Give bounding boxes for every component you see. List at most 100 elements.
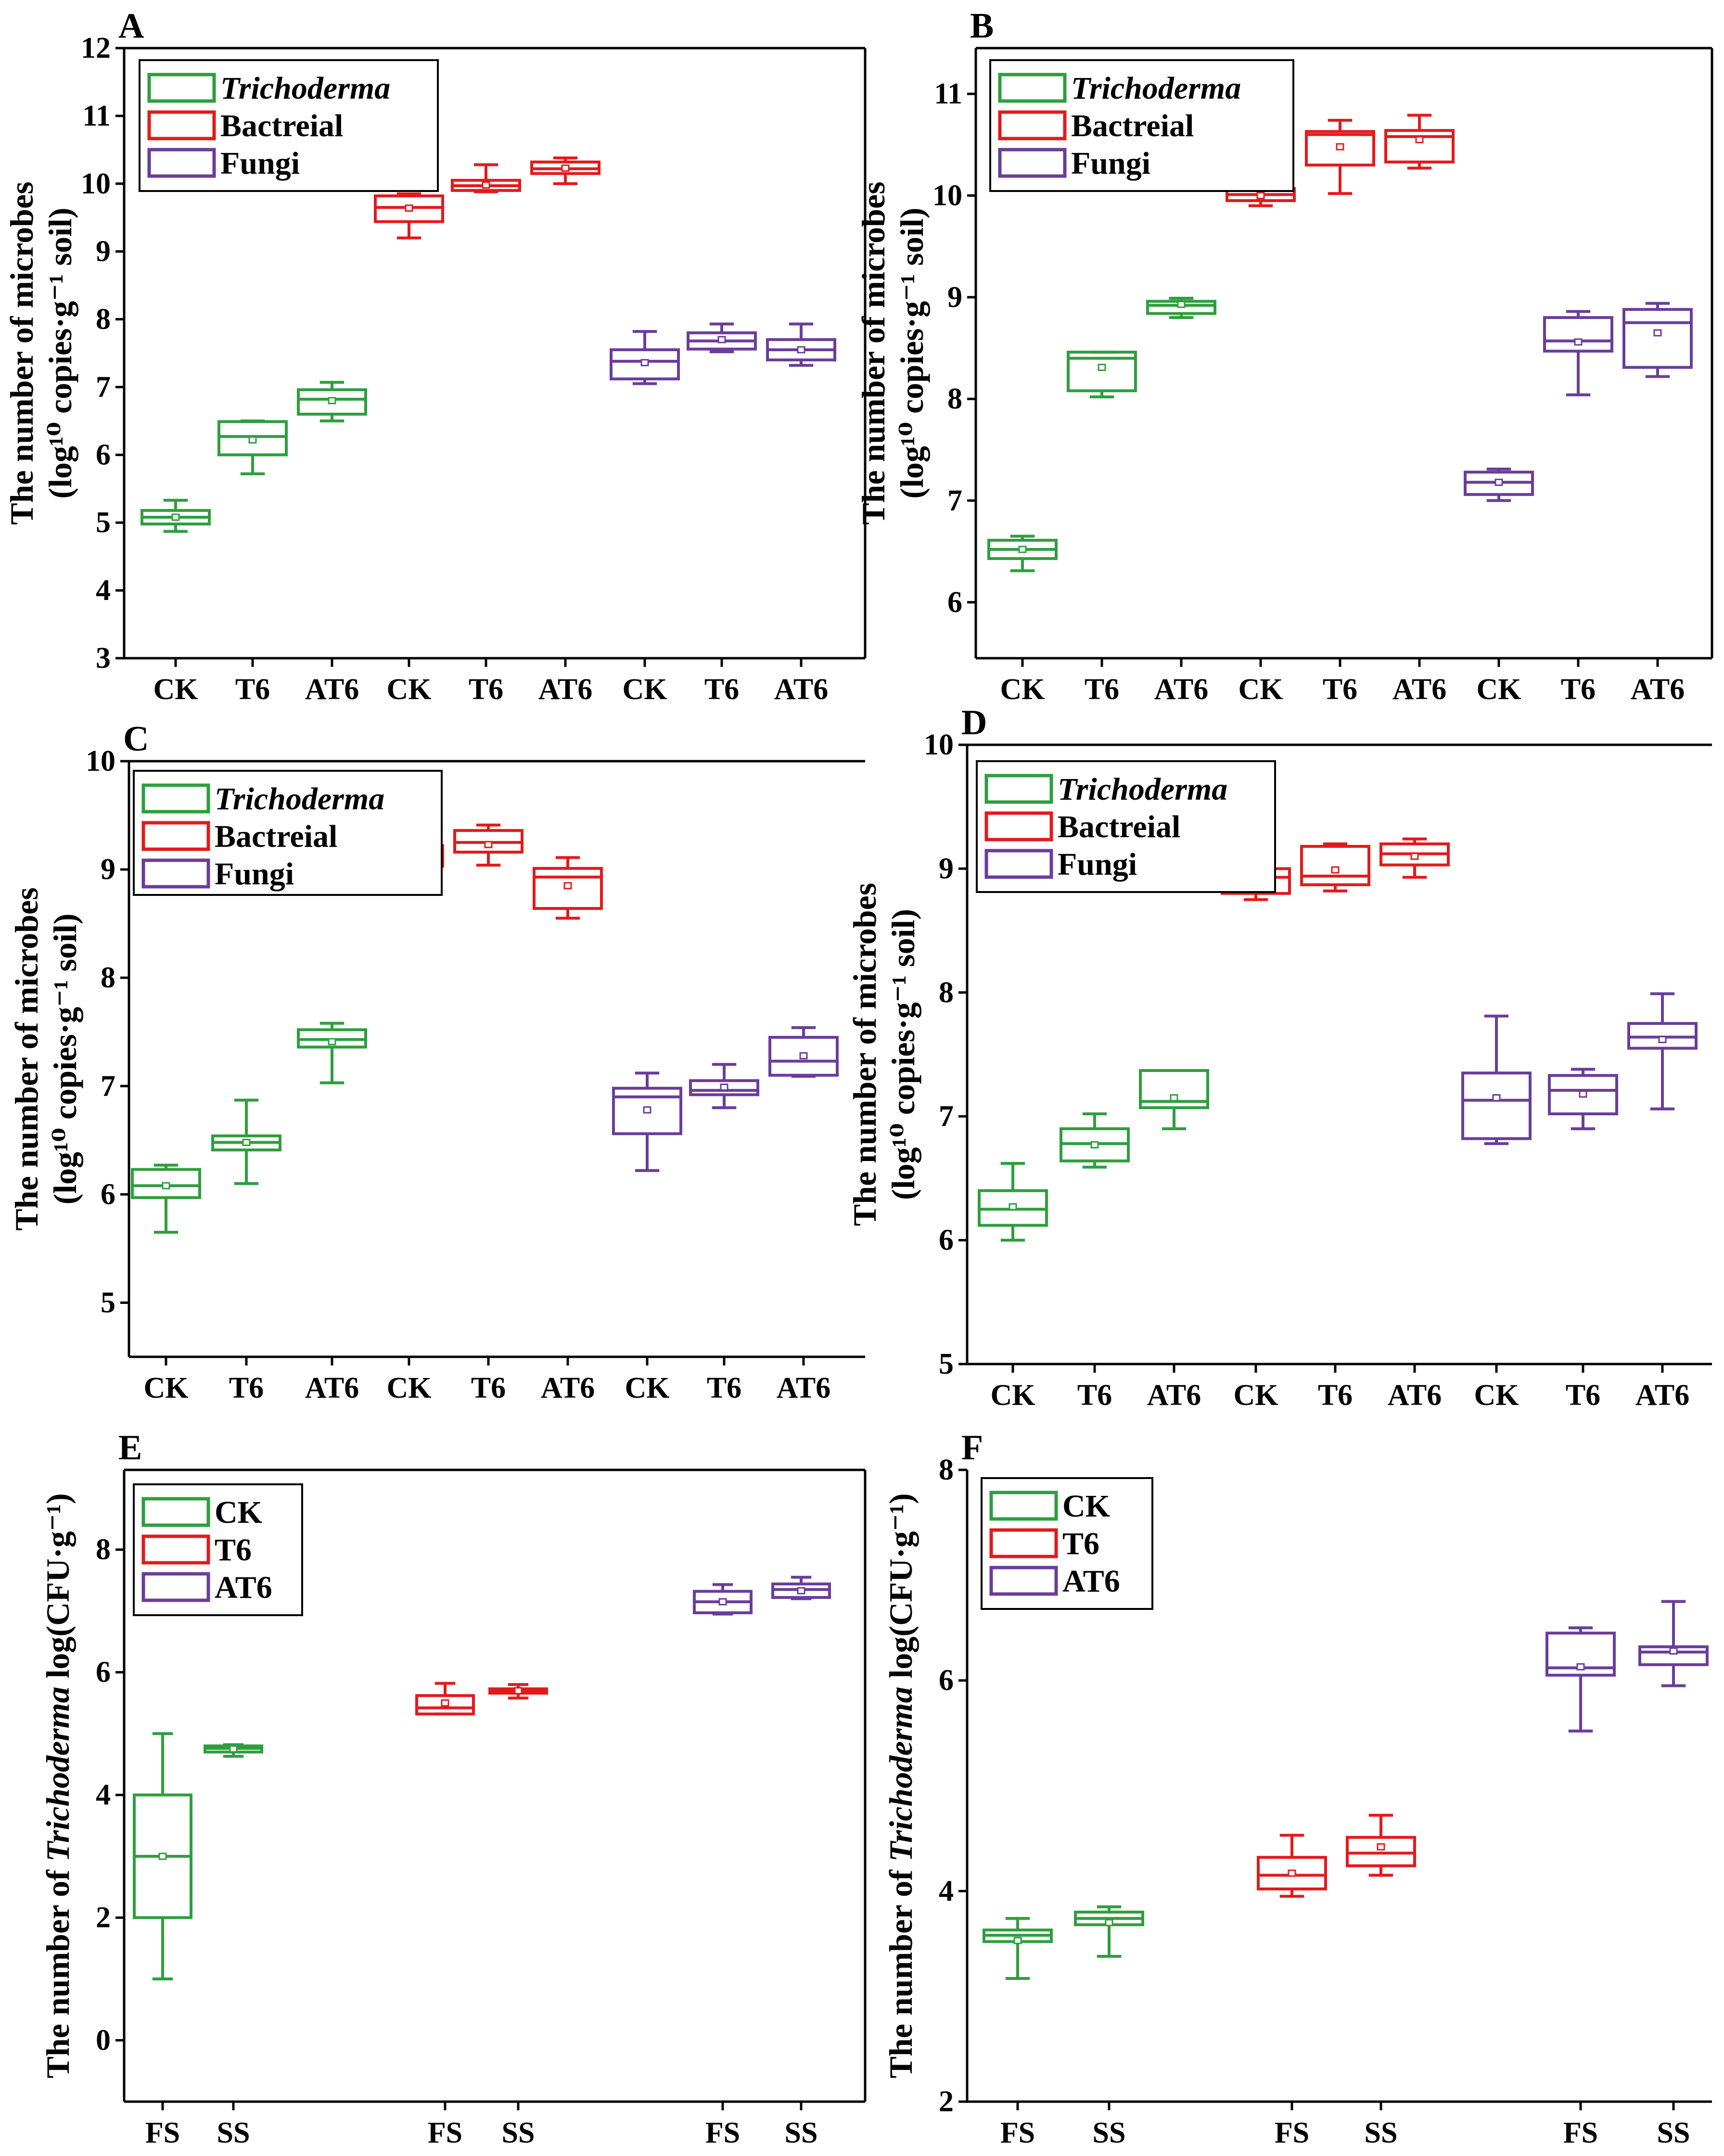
box-5 xyxy=(453,823,524,867)
mean-marker xyxy=(1090,1141,1099,1148)
box-5 xyxy=(1545,1626,1616,1733)
legend-swatch xyxy=(989,1491,1058,1521)
y-tick-label: 5 xyxy=(939,1348,954,1380)
x-tick-label: T6 xyxy=(229,1372,264,1404)
box-2 xyxy=(211,1098,281,1185)
box-7 xyxy=(1461,1014,1532,1145)
x-tick-label: AT6 xyxy=(538,673,593,706)
box-body xyxy=(1346,1836,1416,1867)
y-tick-label: 3 xyxy=(96,642,111,675)
mean-marker xyxy=(640,359,649,367)
legend-frame xyxy=(139,59,439,192)
mean-marker xyxy=(229,1745,238,1753)
x-tick-label: CK xyxy=(1000,673,1045,706)
x-tick-label: AT6 xyxy=(1635,1379,1690,1412)
legend-swatch xyxy=(141,1497,210,1527)
mean-marker xyxy=(1658,1036,1667,1044)
y-tick-label: 9 xyxy=(939,852,954,885)
x-tick-label: AT6 xyxy=(305,673,359,706)
y-tick-label: 11 xyxy=(82,100,111,132)
legend-label: Fungi xyxy=(1071,146,1150,181)
box-3 xyxy=(297,381,367,422)
y-tick-label: 10 xyxy=(932,179,962,212)
box-9 xyxy=(768,1026,839,1078)
box-5 xyxy=(1300,842,1370,893)
y-tick-label: 9 xyxy=(947,281,962,314)
box-2 xyxy=(1074,1905,1144,1958)
legend-frame xyxy=(981,1477,1153,1610)
x-tick-label: T6 xyxy=(235,673,270,706)
legend-swatch xyxy=(147,148,216,178)
y-tick-label: 5 xyxy=(101,1286,115,1319)
mean-marker xyxy=(441,1699,449,1707)
legend-frame xyxy=(989,59,1294,192)
mean-marker xyxy=(563,882,572,890)
mean-marker xyxy=(1256,191,1265,199)
y-tick-label: 12 xyxy=(81,32,111,64)
box-body xyxy=(1545,1632,1616,1677)
legend-frame xyxy=(976,760,1276,893)
box-7 xyxy=(1464,467,1534,502)
box-body xyxy=(1461,1072,1532,1140)
mean-marker xyxy=(1574,338,1583,346)
y-tick-label: 7 xyxy=(96,370,111,403)
x-tick-label: T6 xyxy=(707,1372,741,1404)
legend-label: CK xyxy=(215,1495,262,1530)
y-tick-label: 6 xyxy=(939,1664,954,1697)
x-tick-label: SS xyxy=(1657,2117,1690,2149)
y-axis-title: The number of microbes xyxy=(8,887,45,1230)
box-8 xyxy=(1543,310,1613,396)
legend-swatch xyxy=(147,73,216,103)
y-tick-label: 6 xyxy=(101,1178,115,1211)
box-9 xyxy=(1627,992,1698,1110)
x-tick-label: SS xyxy=(217,2117,250,2149)
legend-swatch xyxy=(141,1534,210,1565)
y-tick-label: 8 xyxy=(101,961,115,994)
x-tick-label: FS xyxy=(145,2117,180,2149)
y-tick-label: 8 xyxy=(96,303,111,336)
box-body xyxy=(1638,1645,1709,1666)
x-tick-label: SS xyxy=(1365,2117,1398,2149)
panel-letter: F xyxy=(961,1428,983,1467)
legend-swatch xyxy=(141,821,210,851)
box-body xyxy=(612,1086,682,1135)
y-tick-label: 10 xyxy=(81,167,111,200)
x-tick-label: CK xyxy=(153,673,198,706)
box-3 xyxy=(1257,1834,1327,1898)
x-tick-label: CK xyxy=(991,1379,1035,1412)
legend-swatch xyxy=(998,148,1067,178)
mean-marker xyxy=(162,1182,170,1189)
box-body xyxy=(217,420,288,457)
y-tick-label: 10 xyxy=(86,745,115,778)
legend-swatch xyxy=(141,858,210,889)
y-tick-label: 2 xyxy=(939,2085,954,2118)
legend-label: Bactreial xyxy=(215,819,337,854)
box-3 xyxy=(1146,296,1216,319)
y-axis-subtitle: (log¹⁰ copies·g⁻¹ soil) xyxy=(42,207,78,498)
box-1 xyxy=(131,1163,201,1234)
mean-marker xyxy=(1579,1090,1587,1098)
box-4 xyxy=(374,192,444,240)
mean-marker xyxy=(1377,1843,1385,1850)
box-body xyxy=(1139,1069,1209,1110)
box-body xyxy=(1305,130,1375,167)
box-5 xyxy=(451,163,521,193)
y-tick-label: 7 xyxy=(947,484,962,517)
x-tick-label: CK xyxy=(623,673,667,706)
panel-letter: A xyxy=(118,6,144,46)
x-tick-label: T6 xyxy=(704,673,739,706)
y-axis-subtitle: (log¹⁰ copies·g⁻¹ soil) xyxy=(894,207,930,498)
box-body xyxy=(415,1694,475,1716)
box-2 xyxy=(1060,1112,1130,1169)
y-axis-subtitle: (log¹⁰ copies·g⁻¹ soil) xyxy=(47,913,83,1204)
mean-marker xyxy=(1415,136,1424,143)
legend-swatch xyxy=(989,1528,1058,1558)
y-tick-label: 10 xyxy=(924,728,954,761)
mean-marker xyxy=(1494,478,1503,486)
y-tick-label: 8 xyxy=(939,1454,954,1486)
mean-marker xyxy=(242,1138,251,1146)
box-2 xyxy=(204,1743,263,1758)
y-tick-label: 8 xyxy=(96,1533,111,1566)
